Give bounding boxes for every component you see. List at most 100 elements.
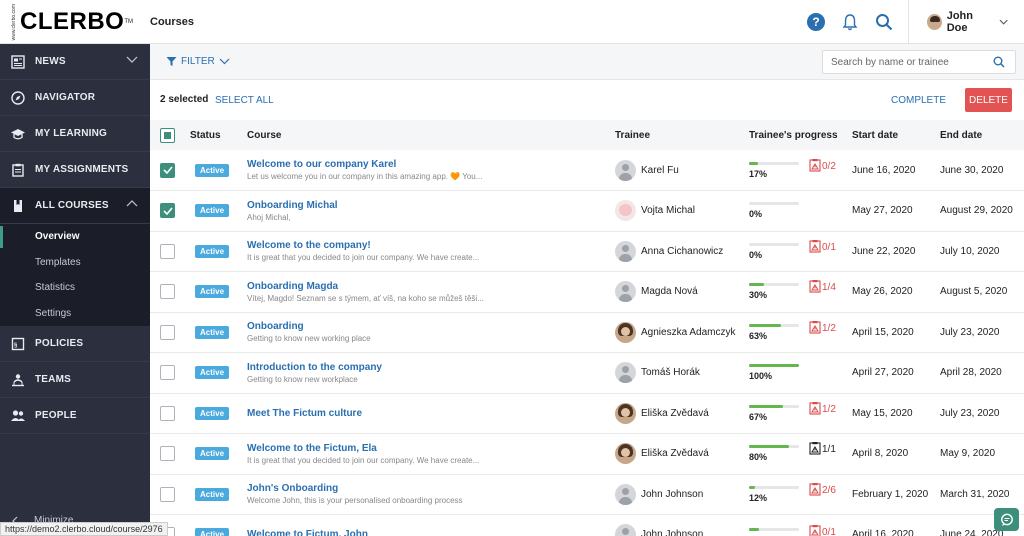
status-badge: Active (195, 325, 230, 339)
progress-percent: 80% (749, 452, 768, 463)
progress-cell: 30% 1/4 (749, 280, 852, 300)
avatar (615, 159, 636, 181)
avatar (615, 200, 636, 222)
sidebar-item-my-learning[interactable]: MY LEARNING (0, 116, 150, 152)
sidebar-item-policies[interactable]: § POLICIES (0, 326, 150, 362)
progress-percent: 12% (749, 492, 768, 503)
course-title-link[interactable]: Meet The Fictum culture (247, 407, 363, 419)
course-title-link[interactable]: Onboarding (247, 321, 304, 333)
logo[interactable]: www.clerbo.com CLERBO TM (11, 4, 133, 40)
table-row[interactable]: Active Welcome to the Fictum, Ela It is gr… (150, 434, 1024, 474)
trainee[interactable]: Karel Fu (615, 159, 749, 181)
column-header-start-date[interactable]: Start date (852, 129, 899, 141)
row-checkbox[interactable] (160, 486, 175, 502)
trainee[interactable]: Vojta Michal (615, 200, 749, 222)
progress-bar (749, 323, 799, 327)
sidebar-subitem-templates[interactable]: Templates (35, 256, 81, 268)
trainee[interactable]: John Johnson (615, 483, 749, 505)
row-checkbox[interactable] (160, 203, 175, 219)
row-checkbox[interactable] (160, 405, 175, 421)
row-checkbox[interactable] (160, 162, 175, 178)
filter-bar: FILTER (150, 44, 1024, 80)
table-row[interactable]: Active Welcome to the company! It is great… (150, 231, 1024, 272)
chevron-down-icon (219, 58, 230, 65)
course-title-link[interactable]: Welcome to our company Karel (247, 159, 397, 170)
column-header-end-date[interactable]: End date (940, 129, 983, 141)
sidebar-item-all-courses[interactable]: ALL COURSES (0, 188, 150, 224)
search-icon[interactable] (993, 56, 1005, 68)
progress-bar (749, 283, 799, 287)
task-warning-icon (809, 158, 822, 175)
course-title-link[interactable]: Introduction to the company (247, 361, 382, 373)
table-row[interactable]: Active Onboarding Getting to know new work… (150, 312, 1024, 353)
row-checkbox[interactable] (160, 284, 175, 300)
row-checkbox[interactable] (160, 365, 175, 381)
sidebar-item-label: MY ASSIGNMENTS (35, 164, 129, 175)
table-row[interactable]: Active Welcome to Fictum, John John Johnso… (150, 515, 1024, 536)
sidebar-item-navigator[interactable]: NAVIGATOR (0, 80, 150, 116)
row-checkbox[interactable] (160, 446, 175, 462)
sidebar-subitem-settings[interactable]: Settings (35, 307, 72, 319)
table-row[interactable]: Active Onboarding Magda Vítej, Magdo! Sezn… (150, 272, 1024, 312)
user-menu[interactable]: John Doe (908, 0, 1024, 44)
column-header-course[interactable]: Course (247, 129, 282, 141)
sidebar-subitem-statistics[interactable]: Statistics (35, 282, 76, 294)
clipboard-icon (10, 162, 26, 178)
table-row[interactable]: Active Onboarding Michal Ahoj Michal, Vojta… (150, 191, 1024, 231)
sidebar-item-teams[interactable]: TEAMS (0, 362, 150, 398)
course-title-link[interactable]: Welcome to the company! (247, 240, 371, 252)
sidebar-item-label: NEWS (35, 56, 66, 67)
table-body: Active Welcome to our company Karel Let us… (150, 150, 1024, 536)
action-bar: 2 selected SELECT ALL COMPLETE DELETE (150, 80, 1024, 120)
table-row[interactable]: Active John's Onboarding Welcome John, thi… (150, 474, 1024, 515)
team-icon (10, 372, 26, 388)
progress-bar (749, 445, 799, 449)
table-row[interactable]: Active Meet The Fictum culture Eliška Zvěd… (150, 393, 1024, 434)
trainee[interactable]: Tomáš Horák (615, 362, 749, 384)
tasks-indicator: 1/2 (809, 320, 836, 337)
column-header-trainee[interactable]: Trainee (615, 129, 651, 141)
help-icon[interactable]: ? (806, 12, 826, 32)
complete-button[interactable]: COMPLETE (890, 95, 946, 106)
tasks-indicator: 1/4 (809, 279, 836, 296)
courses-table: Status Course Trainee Trainee's progress… (150, 120, 1024, 536)
course-title-link[interactable]: Welcome to Fictum, John (247, 529, 368, 536)
delete-button[interactable]: DELETE (965, 88, 1012, 112)
select-all-checkbox[interactable] (160, 127, 175, 143)
row-checkbox[interactable] (160, 324, 175, 340)
sidebar-item-people[interactable]: PEOPLE (0, 398, 150, 434)
sidebar-item-my-assignments[interactable]: MY ASSIGNMENTS (0, 152, 150, 188)
row-checkbox[interactable] (160, 243, 175, 259)
sidebar-item-news[interactable]: NEWS (0, 44, 150, 80)
table-row[interactable]: Active Introduction to the company Getting… (150, 353, 1024, 393)
trainee-name: Karel Fu (641, 164, 679, 176)
tasks-indicator: 0/1 (809, 239, 836, 256)
course-title-link[interactable]: Onboarding Magda (247, 280, 339, 292)
course-title-link[interactable]: John's Onboarding (247, 483, 339, 495)
filter-button[interactable]: FILTER (166, 56, 230, 67)
course-title-link[interactable]: Welcome to the Fictum, Ela (247, 442, 377, 454)
trainee-name: Vojta Michal (641, 205, 695, 217)
table-row[interactable]: Active Welcome to our company Karel Let us… (150, 150, 1024, 191)
trainee[interactable]: Eliška Zvědavá (615, 402, 749, 424)
column-header-progress[interactable]: Trainee's progress (749, 129, 838, 141)
select-all-button[interactable]: SELECT ALL (215, 95, 274, 106)
svg-text:§: § (14, 343, 18, 349)
trainee[interactable]: Magda Nová (615, 281, 749, 303)
bell-icon[interactable] (840, 12, 860, 32)
chat-button[interactable] (994, 508, 1019, 531)
end-date: April 28, 2020 (940, 367, 1002, 379)
trainee[interactable]: Agnieszka Adamczyk (615, 321, 749, 343)
search-icon[interactable] (874, 12, 894, 32)
course-title-link[interactable]: Onboarding Michal (247, 199, 338, 211)
search-input[interactable] (823, 56, 993, 68)
avatar (615, 443, 636, 465)
column-header-status[interactable]: Status (190, 129, 221, 141)
sidebar-subitem-overview[interactable]: Overview (0, 224, 150, 250)
end-date: July 23, 2020 (940, 326, 1000, 338)
start-date: February 1, 2020 (852, 488, 929, 500)
trainee[interactable]: Eliška Zvědavá (615, 443, 749, 465)
trainee[interactable]: Anna Cichanowicz (615, 240, 749, 262)
trainee[interactable]: John Johnson (615, 524, 749, 536)
course-description: Welcome John, this is your personalised … (247, 496, 463, 506)
